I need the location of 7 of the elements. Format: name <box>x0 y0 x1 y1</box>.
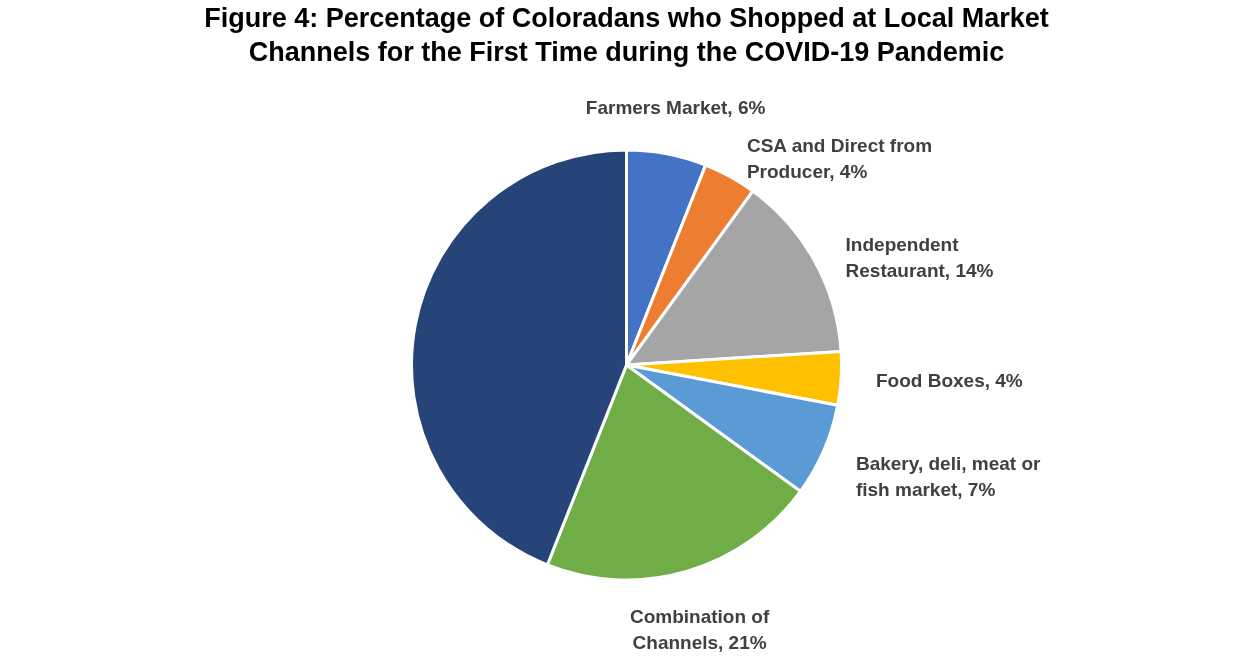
slice-label: Independent Restaurant, 14% <box>845 233 994 281</box>
slice-label: Farmers Market, 6% <box>585 96 766 118</box>
slice-label: CSA and Direct from Producer, 4% <box>746 134 933 182</box>
chart-title: Figure 4: Percentage of Coloradans who Shopped at Local Market Channels for the First Time during the COVID-19 Pandemic <box>204 3 1049 67</box>
slice-label: Combination of Channels, 21% <box>629 605 770 653</box>
slice-label: Bakery, deli, meat or fish market, 7% <box>855 453 1041 501</box>
slice-label: Food Boxes, 4% <box>876 369 1023 391</box>
